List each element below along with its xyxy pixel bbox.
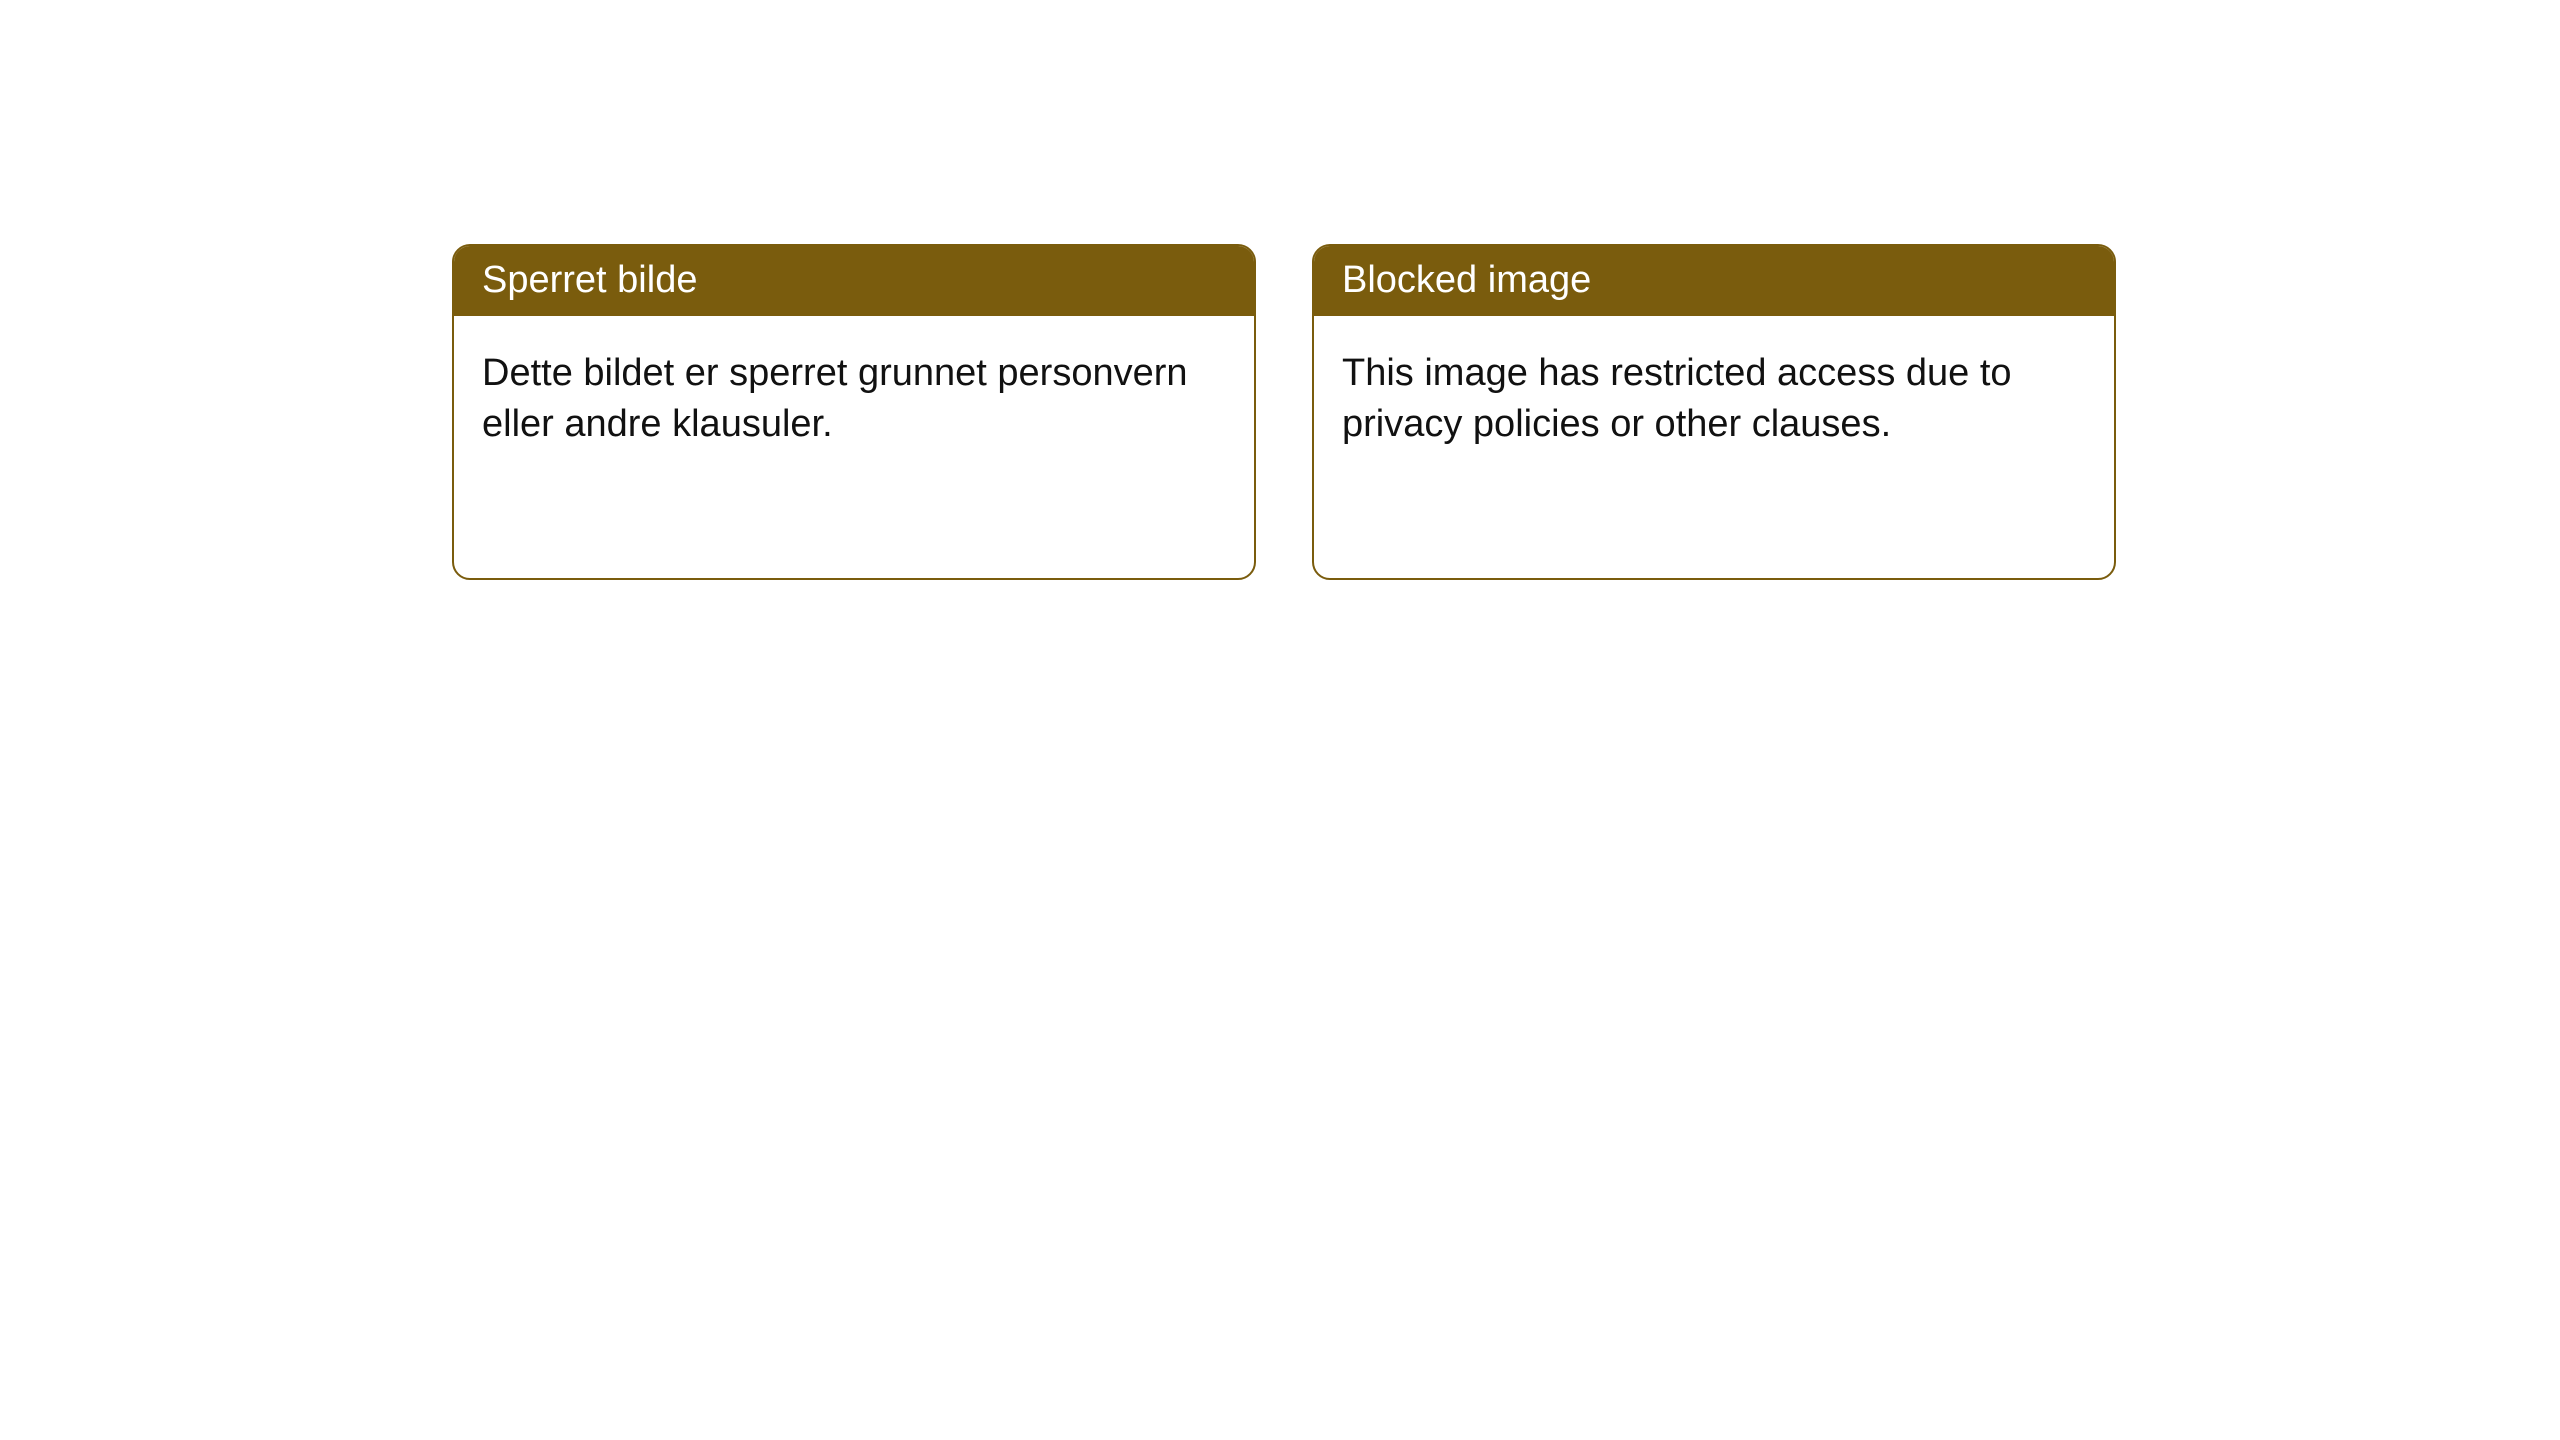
notice-title: Blocked image: [1314, 246, 2114, 316]
notice-body-text: This image has restricted access due to …: [1314, 316, 2114, 479]
notice-title: Sperret bilde: [454, 246, 1254, 316]
notice-body-text: Dette bildet er sperret grunnet personve…: [454, 316, 1254, 479]
notice-cards-row: Sperret bilde Dette bildet er sperret gr…: [452, 244, 2116, 580]
notice-card-english: Blocked image This image has restricted …: [1312, 244, 2116, 580]
notice-card-norwegian: Sperret bilde Dette bildet er sperret gr…: [452, 244, 1256, 580]
